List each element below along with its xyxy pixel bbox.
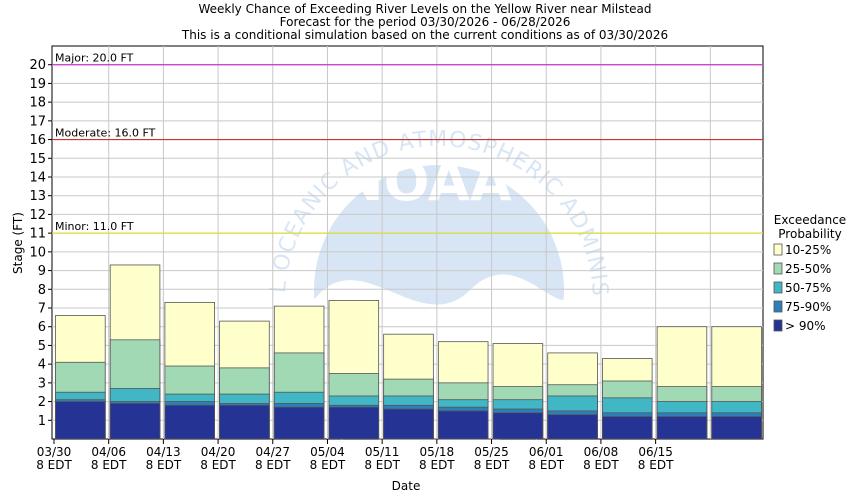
- legend-swatch: [773, 262, 783, 275]
- x-tick-label: 04/20: [201, 445, 236, 459]
- x-tick-time-label: 8 EDT: [364, 458, 400, 472]
- bar-segment: [437, 410, 489, 439]
- bar-segment: [55, 401, 106, 439]
- y-tick-label: 9: [38, 264, 46, 279]
- x-tick-time-label: 8 EDT: [638, 458, 674, 472]
- bar-segment: [273, 406, 325, 439]
- x-tick-time-label: 8 EDT: [310, 458, 346, 472]
- x-tick-label: 05/25: [474, 445, 509, 459]
- x-tick-label: 06/01: [529, 445, 564, 459]
- x-tick-time-label: 8 EDT: [419, 458, 455, 472]
- x-tick-label: 05/11: [365, 445, 400, 459]
- legend-swatch: [773, 281, 783, 294]
- x-tick-label: 04/13: [146, 445, 181, 459]
- y-axis-label: Stage (FT): [11, 212, 25, 274]
- y-tick-label: 7: [38, 302, 46, 317]
- y-tick-label: 17: [29, 114, 46, 129]
- chart-title-line-3: This is a conditional simulation based o…: [181, 28, 668, 42]
- x-tick-time-label: 8 EDT: [146, 458, 182, 472]
- x-tick-time-label: 8 EDT: [528, 458, 564, 472]
- noaa-watermark-logo-text: NOAA: [338, 150, 511, 213]
- legend-label: 75-90%: [785, 300, 831, 314]
- bar-segment: [109, 403, 161, 439]
- threshold-lines: Major: 20.0 FT Moderate: 16.0 FT Minor: 11…: [52, 52, 763, 234]
- y-tick-label: 15: [29, 152, 46, 167]
- y-tick-label: 19: [29, 77, 46, 92]
- y-tick-label: 1: [38, 414, 46, 429]
- legend-swatch: [773, 300, 783, 313]
- threshold-label: Moderate: 16.0 FT: [55, 127, 156, 140]
- x-axis-label: Date: [392, 479, 421, 493]
- x-tick-label: 04/06: [91, 445, 126, 459]
- y-tick-label: 6: [38, 320, 46, 335]
- bars: [55, 264, 762, 439]
- x-tick-label: 06/08: [584, 445, 619, 459]
- legend-label: 50-75%: [785, 281, 831, 295]
- legend-label: 10-25%: [785, 243, 831, 257]
- legend-swatch: [773, 243, 783, 256]
- bar-segment: [164, 404, 215, 439]
- y-tick-label: 20: [29, 58, 46, 73]
- legend-label: 25-50%: [785, 262, 831, 276]
- bar-segment: [656, 416, 708, 439]
- threshold-label: Minor: 11.0 FT: [55, 220, 134, 233]
- y-tick-label: 16: [29, 133, 46, 148]
- y-tick-label: 11: [29, 227, 46, 242]
- legend: Exceedance Probability 10-25% 25-50% 50-75…: [773, 213, 846, 333]
- y-tick-label: 18: [29, 96, 46, 111]
- chart-title-line-1: Weekly Chance of Exceeding River Levels …: [198, 2, 651, 16]
- x-tick-time-label: 8 EDT: [583, 458, 619, 472]
- bar-segment: [492, 412, 544, 439]
- bar-segment: [547, 414, 598, 439]
- x-tick-time-label: 8 EDT: [255, 458, 291, 472]
- y-tick-label: 2: [38, 395, 46, 410]
- bar-segment: [383, 408, 434, 439]
- x-tick-label: 05/18: [420, 445, 455, 459]
- legend-label: > 90%: [785, 319, 826, 333]
- legend-title-line-1: Exceedance: [774, 213, 846, 227]
- x-tick-time-label: 8 EDT: [474, 458, 510, 472]
- y-tick-label: 14: [29, 171, 46, 186]
- threshold-label: Major: 20.0 FT: [55, 52, 134, 65]
- y-tick-label: 12: [29, 208, 46, 223]
- x-tick-label: 05/04: [310, 445, 345, 459]
- bar-segment: [219, 404, 270, 439]
- legend-swatch: [773, 319, 783, 332]
- x-tick-time-label: 8 EDT: [91, 458, 127, 472]
- x-tick-label: 03/30: [37, 445, 72, 459]
- x-tick-label: 04/27: [255, 445, 290, 459]
- bar-segment: [328, 406, 380, 439]
- bar-segment: [602, 416, 653, 439]
- chart-title-line-2: Forecast for the period 03/30/2026 - 06/…: [280, 15, 571, 29]
- y-tick-label: 4: [38, 358, 46, 373]
- x-tick-time-label: 8 EDT: [36, 458, 72, 472]
- y-tick-label: 8: [38, 283, 46, 298]
- y-tick-label: 13: [29, 189, 46, 204]
- bar-segment: [711, 416, 762, 439]
- legend-title-line-2: Probability: [778, 227, 841, 241]
- x-tick-label: 06/15: [638, 445, 673, 459]
- x-tick-time-label: 8 EDT: [200, 458, 236, 472]
- y-tick-label: 5: [38, 339, 46, 354]
- y-tick-label: 3: [38, 376, 46, 391]
- y-tick-label: 10: [29, 245, 46, 260]
